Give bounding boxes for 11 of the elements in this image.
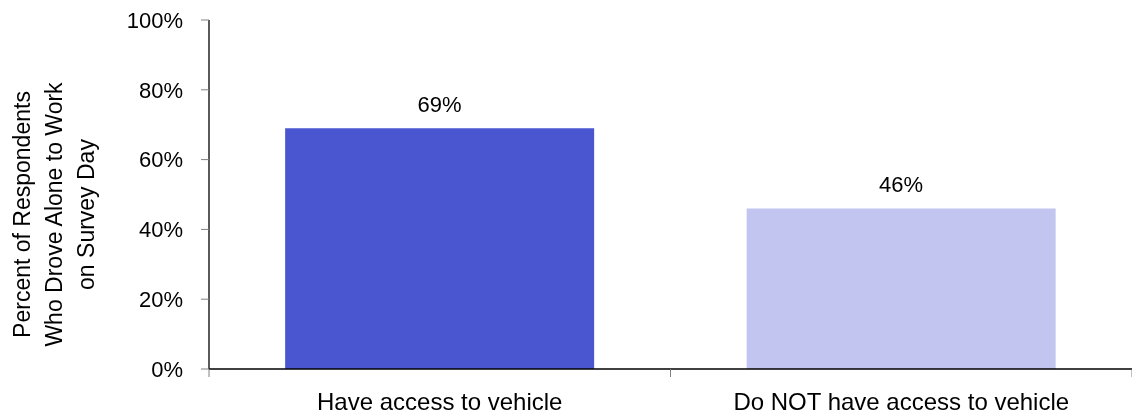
x-tick-label: Have access to vehicle bbox=[317, 388, 563, 415]
y-axis-title: Percent of Respondents Who Drove Alone to Work on Survey Day bbox=[9, 81, 99, 347]
y-tick-label: 20% bbox=[138, 287, 183, 313]
y-tick-label: 40% bbox=[138, 217, 183, 243]
x-tick-label: Do NOT have access to vehicle bbox=[733, 388, 1070, 415]
data-label: 46% bbox=[879, 172, 924, 198]
data-label: 69% bbox=[417, 92, 462, 118]
y-tick-label: 0% bbox=[151, 356, 183, 382]
y-tick-label: 60% bbox=[138, 147, 183, 173]
y-tick-label: 100% bbox=[126, 7, 183, 33]
y-tick-label: 80% bbox=[138, 77, 183, 103]
